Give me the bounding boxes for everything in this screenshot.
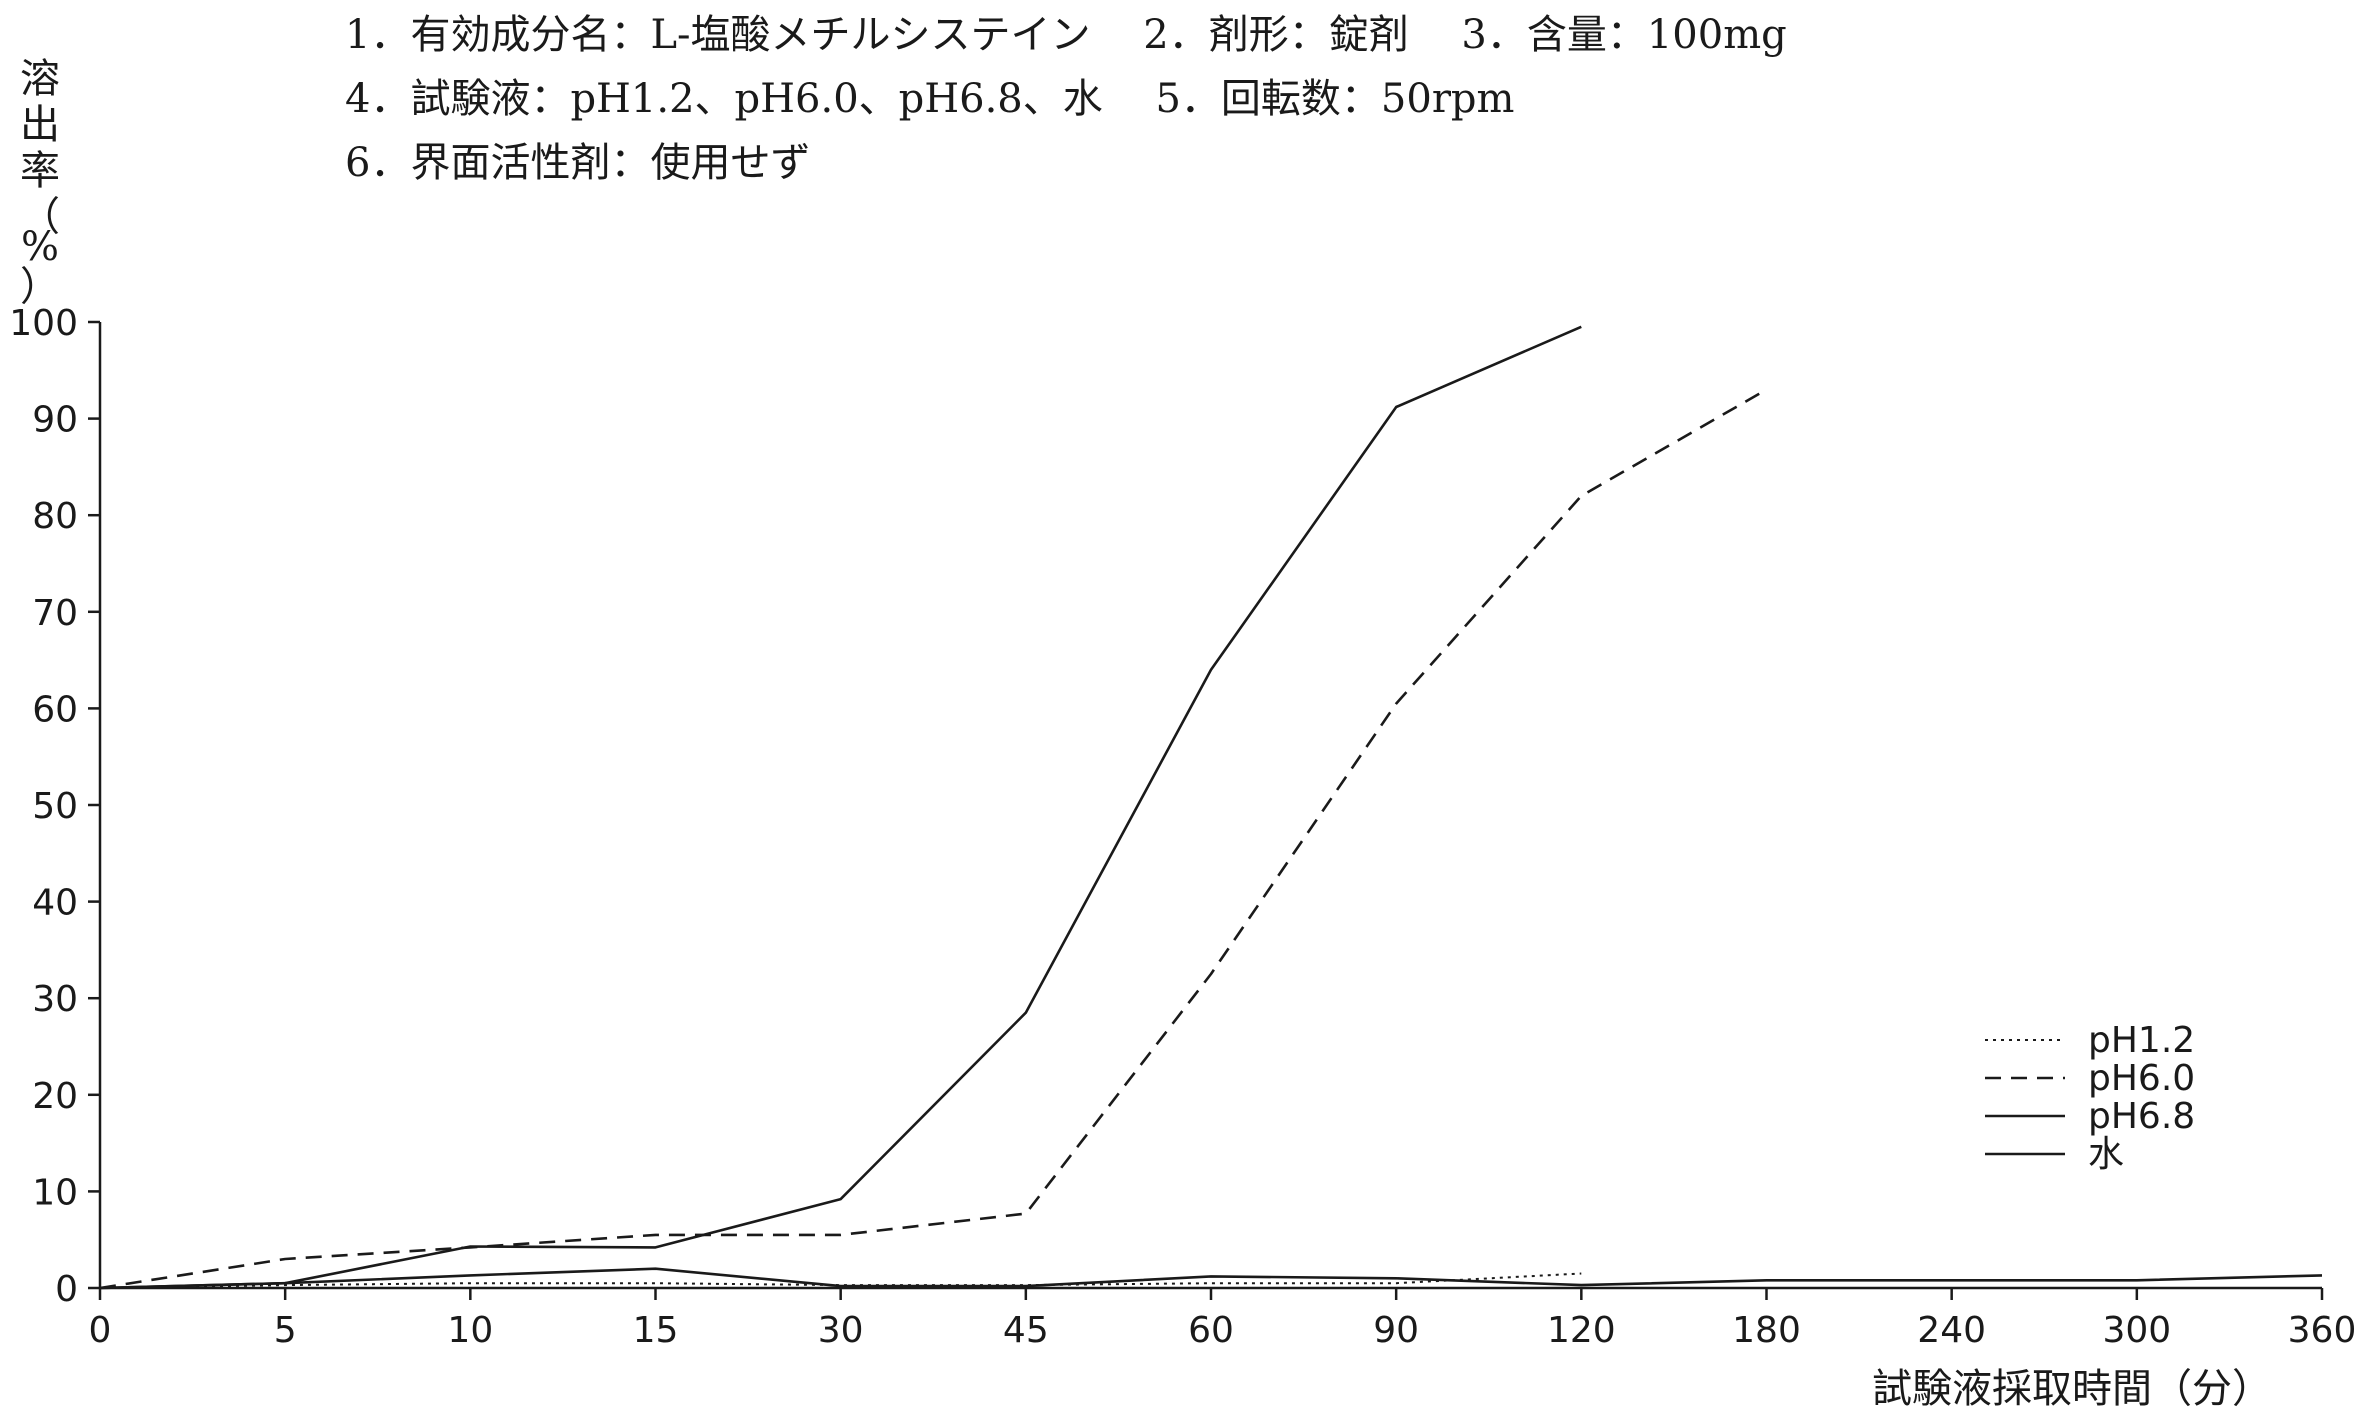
series-layer [99,325,2323,1290]
y-tick-label: 50 [32,786,78,827]
header-line-2: 4．試験液：pH1.2、pH6.0、pH6.8、水 5．回転数：50rpm [345,76,1514,122]
x-axis-label: 試験液採取時間（分） [1872,1366,2272,1412]
x-tick-label: 30 [818,1310,864,1351]
y-tick-label: 70 [32,593,78,634]
x-tick-label: 90 [1373,1310,1419,1351]
y-tick-label: 10 [32,1172,78,1213]
header-line-1: 1．有効成分名：L-塩酸メチルシステイン 2．剤形：錠剤 3．含量：100mg [345,12,1787,58]
y-tick-label: 80 [32,496,78,537]
y-tick-label: 30 [32,979,78,1020]
y-tick-label: 90 [32,400,78,441]
legend-label: pH1.2 [2088,1020,2195,1061]
x-tick-label: 60 [1188,1310,1234,1351]
x-tick-label: 10 [447,1310,493,1351]
series-line-3 [99,325,1582,1290]
y-axis-label: 溶出率（%） [20,56,60,310]
x-tick-label: 15 [633,1310,679,1351]
y-tick-label: 40 [32,883,78,924]
y-tick-label: 100 [9,303,78,344]
x-tick-label: 240 [1917,1310,1986,1351]
x-tick-label: 360 [2288,1310,2357,1351]
legend-label: pH6.8 [2088,1096,2195,1137]
legend-label: 水 [2088,1134,2124,1175]
y-tick-label: 20 [32,1076,78,1117]
x-tick-label: 120 [1547,1310,1616,1351]
series-line-2 [99,388,1768,1290]
header-line-3: 6．界面活性剤：使用せず [345,140,810,186]
x-tick-label: 5 [274,1310,297,1351]
axes: 0 10 20 30 40 50 60 70 80 90 100 0 5 10 15 30 45 60 90 120 1… [9,303,2356,1351]
x-tick-label: 45 [1003,1310,1049,1351]
x-tick-label: 0 [89,1310,112,1351]
x-tick-label: 180 [1732,1310,1801,1351]
legend-label: pH6.0 [2088,1058,2195,1099]
series-line-4 [99,1267,2323,1290]
series-line-1 [99,1272,1582,1289]
x-tick-label: 300 [2102,1310,2171,1351]
y-tick-label: 0 [55,1269,78,1310]
y-tick-label: 60 [32,689,78,730]
